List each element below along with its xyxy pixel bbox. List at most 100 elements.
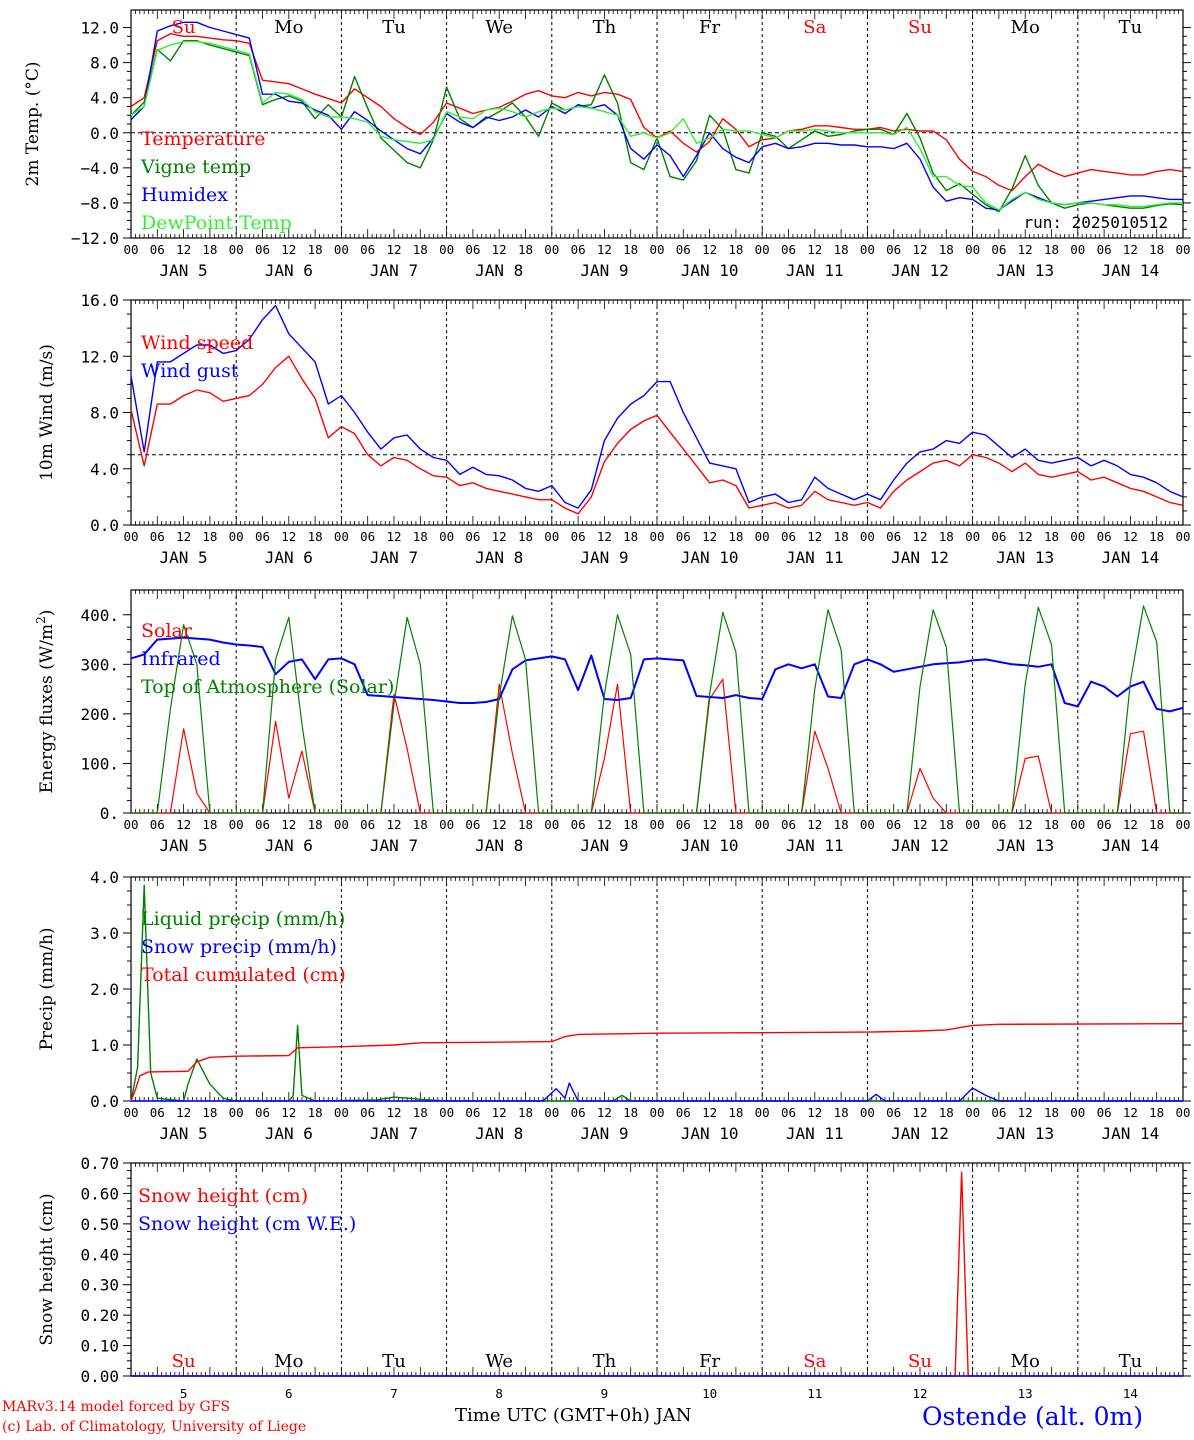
hour-label: 12 — [1018, 529, 1033, 544]
series-line — [130, 355, 1184, 515]
y-tick-label: 0.20 — [80, 1306, 119, 1325]
date-label: JAN 11 — [786, 261, 844, 280]
date-label: JAN 13 — [996, 836, 1054, 855]
day-number: 8 — [495, 1386, 503, 1401]
hour-label: 00 — [439, 817, 454, 832]
y-axis-title: Energy fluxes (W/m2) — [34, 610, 57, 794]
hour-label: 18 — [308, 242, 323, 257]
y-axis: 0. 100. 200. 300. 400. — [80, 606, 1191, 823]
date-label: JAN 6 — [265, 548, 313, 567]
day-name: Mo — [274, 17, 303, 38]
y-axis: 0.0 1.0 2.0 3.0 4.0 — [90, 868, 1191, 1111]
hour-label: 06 — [886, 529, 901, 544]
hour-label: 00 — [1070, 529, 1085, 544]
hour-label: 06 — [571, 1105, 586, 1120]
hour-label: 12 — [386, 1105, 401, 1120]
station-name: Ostende (alt. 0m) — [922, 1402, 1143, 1431]
lab-credit: (c) Lab. of Climatology, University of L… — [2, 1419, 307, 1435]
hour-label: 06 — [150, 817, 165, 832]
hour-labels: 00 06 12 18 00 06 12 18 00 06 12 18 00 06 12 18 00 06 12 18… — [123, 817, 1190, 832]
y-tick-label: 0. — [100, 804, 119, 823]
hour-label: 18 — [1044, 1105, 1059, 1120]
day-name: We — [485, 1351, 513, 1372]
date-label: JAN 10 — [681, 261, 739, 280]
x-ticks — [130, 300, 1184, 525]
hour-label: 18 — [728, 529, 743, 544]
series-line — [130, 1023, 1184, 1102]
hour-label: 12 — [176, 817, 191, 832]
hour-label: 06 — [1097, 817, 1112, 832]
day-name: Mo — [1011, 17, 1040, 38]
day-name: Su — [908, 17, 932, 38]
y-axis-title: Snow height (cm) — [37, 1193, 57, 1345]
hour-label: 00 — [965, 817, 980, 832]
date-label: JAN 10 — [681, 548, 739, 567]
day-name: Fr — [699, 1351, 720, 1372]
date-labels: JAN 5 JAN 6 JAN 7 JAN 8 JAN 9 JAN 10 JAN 11 JAN… — [160, 261, 1160, 280]
hour-label: 06 — [991, 242, 1006, 257]
y-tick-label: 0.50 — [80, 1215, 119, 1234]
date-label: JAN 12 — [891, 836, 949, 855]
hour-label: 06 — [255, 1105, 270, 1120]
date-label: JAN 14 — [1102, 548, 1160, 567]
day-name: Su — [172, 1351, 196, 1372]
hour-label: 12 — [1018, 1105, 1033, 1120]
date-label: JAN 5 — [160, 548, 208, 567]
date-label: JAN 11 — [786, 1124, 844, 1143]
hour-label: 06 — [1097, 529, 1112, 544]
legend-entry: Solar — [141, 620, 193, 642]
hour-label: 06 — [781, 529, 796, 544]
hour-label: 18 — [728, 817, 743, 832]
y-tick-label: 0.10 — [80, 1337, 119, 1356]
x-ticks — [130, 10, 1184, 238]
hour-label: 06 — [991, 1105, 1006, 1120]
hour-label: 18 — [202, 242, 217, 257]
hour-label: 12 — [912, 817, 927, 832]
hour-label: 12 — [386, 817, 401, 832]
date-label: JAN 12 — [891, 261, 949, 280]
day-number: 13 — [1018, 1386, 1033, 1401]
hour-label: 00 — [334, 1105, 349, 1120]
hour-labels: 00 06 12 18 00 06 12 18 00 06 12 18 00 06 12 18 00 06 12 18… — [123, 1105, 1190, 1120]
hour-label: 18 — [202, 1105, 217, 1120]
hour-label: 12 — [597, 1105, 612, 1120]
hour-label: 06 — [465, 1105, 480, 1120]
y-axis-title: 10m Wind (m/s) — [37, 344, 57, 481]
y-tick-label: 0.0 — [90, 516, 119, 535]
hour-label: 12 — [597, 817, 612, 832]
day-number: 7 — [390, 1386, 398, 1401]
hour-label: 12 — [702, 242, 717, 257]
hour-label: 06 — [676, 529, 691, 544]
y-tick-label: 4.0 — [90, 89, 119, 108]
y-tick-label: 2.0 — [90, 980, 119, 999]
hour-label: 18 — [834, 242, 849, 257]
y-tick-label: 0.0 — [90, 124, 119, 143]
hour-label: 18 — [623, 242, 638, 257]
y-axis-title: Precip (mm/h) — [37, 927, 57, 1050]
hour-label: 18 — [1149, 817, 1164, 832]
hour-label: 12 — [807, 529, 822, 544]
hour-label: 00 — [965, 242, 980, 257]
series-group — [130, 304, 1184, 515]
day-name: We — [485, 17, 513, 38]
hour-label: 18 — [308, 1105, 323, 1120]
hour-label: 06 — [255, 817, 270, 832]
hour-label: 00 — [229, 817, 244, 832]
hour-label: 00 — [755, 1105, 770, 1120]
date-label: JAN 8 — [475, 836, 523, 855]
hour-label: 06 — [886, 242, 901, 257]
hour-label: 12 — [807, 817, 822, 832]
x-ticks — [130, 590, 1184, 813]
date-label: JAN 12 — [891, 548, 949, 567]
date-label: JAN 10 — [681, 1124, 739, 1143]
hour-label: 00 — [1070, 817, 1085, 832]
day-names-top: Su Mo Tu We Th Fr Sa Su Mo Tu — [172, 17, 1143, 38]
hour-label: 18 — [1149, 242, 1164, 257]
legend: Wind speed Wind gust — [141, 332, 253, 382]
series-line — [131, 1082, 1183, 1102]
hour-label: 00 — [860, 242, 875, 257]
plot-frame — [130, 589, 1184, 814]
date-label: JAN 6 — [265, 261, 313, 280]
day-numbers: 5 6 7 8 9 10 11 12 13 14 — [180, 1386, 1138, 1401]
y-tick-label: 200. — [80, 705, 119, 724]
